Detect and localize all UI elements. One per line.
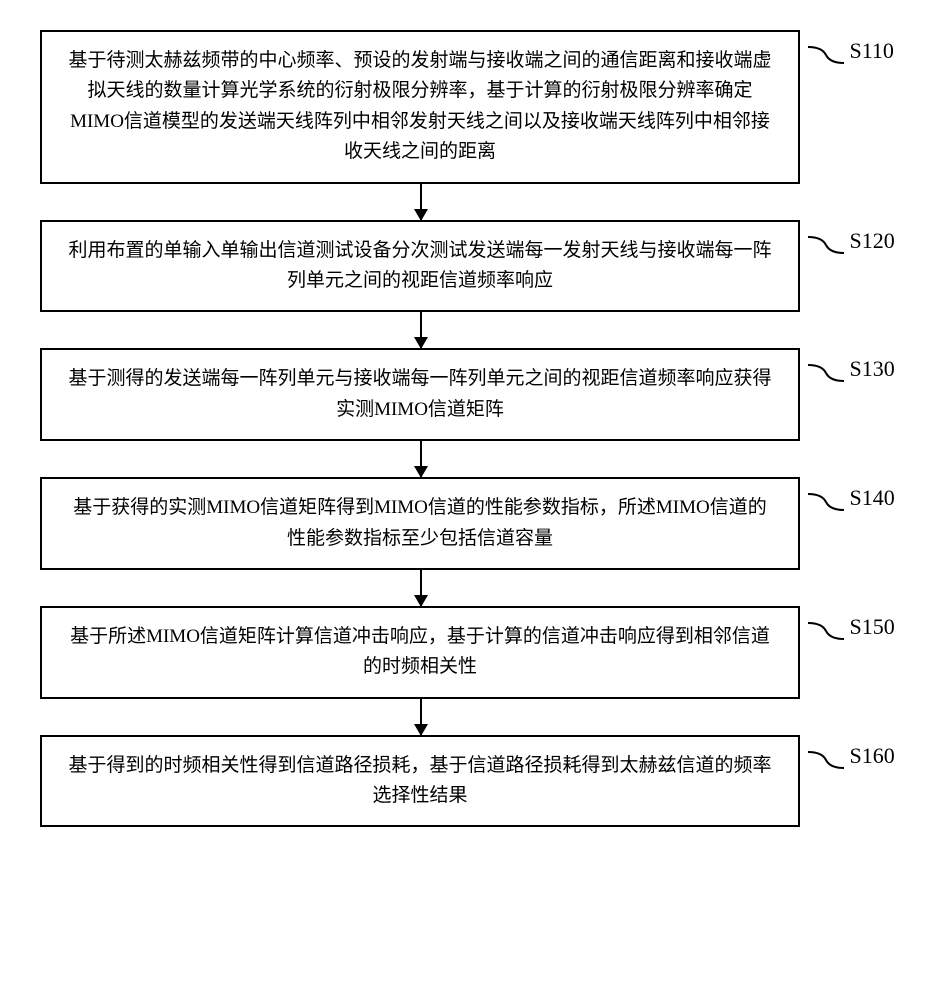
step-id: S150 (850, 614, 895, 639)
step-text: 基于测得的发送端每一阵列单元与接收端每一阵列单元之间的视距信道频率响应获得实测M… (68, 368, 771, 419)
arrow-down (420, 184, 422, 220)
step-text: 基于获得的实测MIMO信道矩阵得到MIMO信道的性能参数指标，所述MIMO信道的… (73, 497, 767, 548)
label-connector-curve (808, 746, 844, 770)
step-row: 基于得到的时频相关性得到信道路径损耗，基于信道路径损耗得到太赫兹信道的频率选择性… (40, 735, 905, 828)
step-id: S130 (850, 356, 895, 381)
step-text: 基于所述MIMO信道矩阵计算信道冲击响应，基于计算的信道冲击响应得到相邻信道的时… (70, 626, 770, 677)
label-connector-curve (808, 488, 844, 512)
step-box-s120: 利用布置的单输入单输出信道测试设备分次测试发送端每一发射天线与接收端每一阵列单元… (40, 220, 800, 313)
step-box-s150: 基于所述MIMO信道矩阵计算信道冲击响应，基于计算的信道冲击响应得到相邻信道的时… (40, 606, 800, 699)
label-connector-curve (808, 359, 844, 383)
step-id: S120 (850, 228, 895, 253)
step-row: 基于待测太赫兹频带的中心频率、预设的发射端与接收端之间的通信距离和接收端虚拟天线… (40, 30, 905, 184)
step-label-s130: S130 (808, 356, 895, 383)
label-connector-curve (808, 41, 844, 65)
step-row: 基于获得的实测MIMO信道矩阵得到MIMO信道的性能参数指标，所述MIMO信道的… (40, 477, 905, 570)
step-text: 基于得到的时频相关性得到信道路径损耗，基于信道路径损耗得到太赫兹信道的频率选择性… (68, 755, 771, 806)
arrow-down (420, 312, 422, 348)
step-id: S140 (850, 485, 895, 510)
step-label-s110: S110 (808, 38, 894, 65)
step-text: 利用布置的单输入单输出信道测试设备分次测试发送端每一发射天线与接收端每一阵列单元… (68, 240, 771, 291)
step-label-s120: S120 (808, 228, 895, 255)
step-label-s150: S150 (808, 614, 895, 641)
step-row: 利用布置的单输入单输出信道测试设备分次测试发送端每一发射天线与接收端每一阵列单元… (40, 220, 905, 313)
label-connector-curve (808, 617, 844, 641)
step-row: 基于所述MIMO信道矩阵计算信道冲击响应，基于计算的信道冲击响应得到相邻信道的时… (40, 606, 905, 699)
step-box-s130: 基于测得的发送端每一阵列单元与接收端每一阵列单元之间的视距信道频率响应获得实测M… (40, 348, 800, 441)
step-box-s140: 基于获得的实测MIMO信道矩阵得到MIMO信道的性能参数指标，所述MIMO信道的… (40, 477, 800, 570)
label-connector-curve (808, 231, 844, 255)
arrow-down (420, 570, 422, 606)
flowchart-container: 基于待测太赫兹频带的中心频率、预设的发射端与接收端之间的通信距离和接收端虚拟天线… (40, 30, 905, 827)
step-text: 基于待测太赫兹频带的中心频率、预设的发射端与接收端之间的通信距离和接收端虚拟天线… (68, 50, 771, 162)
step-row: 基于测得的发送端每一阵列单元与接收端每一阵列单元之间的视距信道频率响应获得实测M… (40, 348, 905, 441)
step-box-s110: 基于待测太赫兹频带的中心频率、预设的发射端与接收端之间的通信距离和接收端虚拟天线… (40, 30, 800, 184)
arrow-down (420, 441, 422, 477)
step-label-s140: S140 (808, 485, 895, 512)
step-label-s160: S160 (808, 743, 895, 770)
step-id: S110 (850, 38, 894, 63)
arrow-down (420, 699, 422, 735)
step-box-s160: 基于得到的时频相关性得到信道路径损耗，基于信道路径损耗得到太赫兹信道的频率选择性… (40, 735, 800, 828)
step-id: S160 (850, 743, 895, 768)
